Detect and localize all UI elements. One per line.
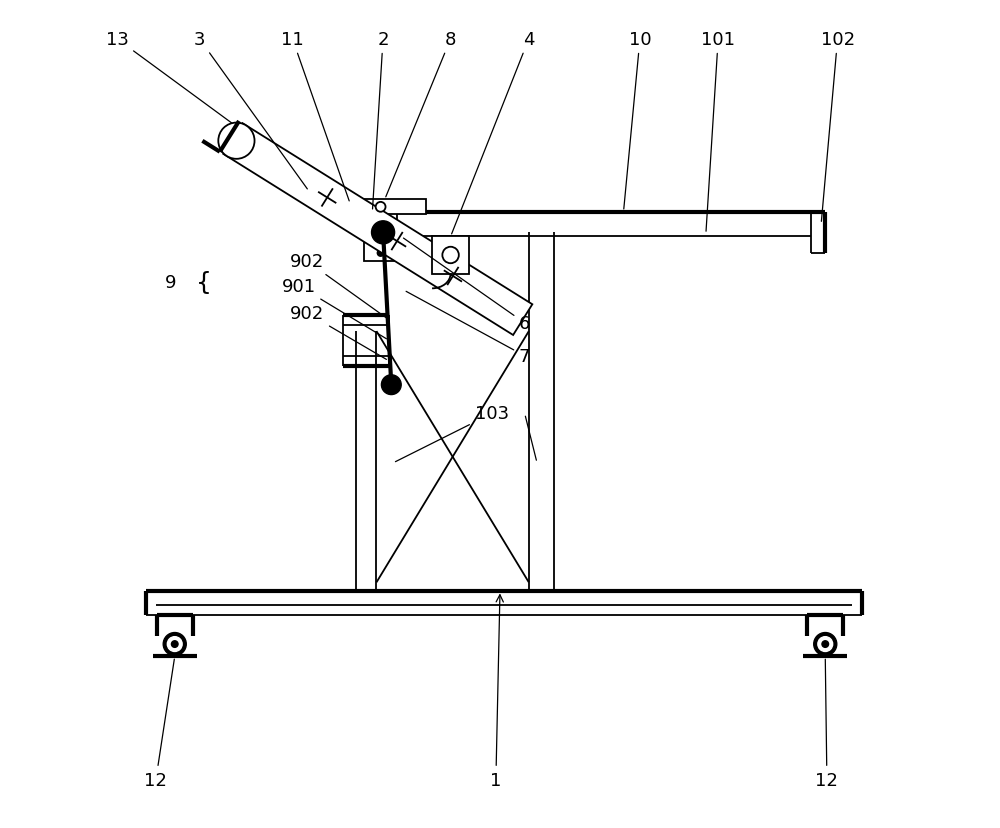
Circle shape [377,214,384,220]
Bar [432,237,469,274]
Bar [364,213,397,262]
Text: 7: 7 [406,292,530,365]
Circle shape [822,641,829,647]
Circle shape [376,203,386,213]
Circle shape [167,637,182,652]
Circle shape [814,633,837,656]
Text: 902: 902 [290,253,387,319]
Text: 901: 901 [282,277,386,339]
Text: 4: 4 [452,31,535,234]
Text: 102: 102 [821,31,855,222]
Text: 9: 9 [165,273,176,291]
Circle shape [372,222,395,244]
Text: 12: 12 [144,659,174,789]
Polygon shape [223,124,532,335]
Text: 902: 902 [290,305,386,360]
Circle shape [218,123,255,160]
Text: 1: 1 [490,595,503,789]
Text: 10: 10 [624,31,651,209]
Text: 13: 13 [106,31,242,132]
Circle shape [377,238,384,244]
Circle shape [377,226,384,232]
Circle shape [818,637,833,652]
Circle shape [381,375,401,395]
Text: 12: 12 [815,659,838,789]
Text: 8: 8 [386,31,456,198]
Text: 6: 6 [403,238,530,333]
Text: 2: 2 [373,31,389,209]
Circle shape [442,248,459,264]
Text: {: { [196,271,211,295]
Bar [364,200,426,215]
Circle shape [163,633,186,656]
Text: 103: 103 [395,405,509,462]
Circle shape [377,250,384,257]
Text: 101: 101 [701,31,735,232]
Circle shape [171,641,178,647]
Text: 3: 3 [194,31,307,190]
Text: 11: 11 [281,31,349,202]
